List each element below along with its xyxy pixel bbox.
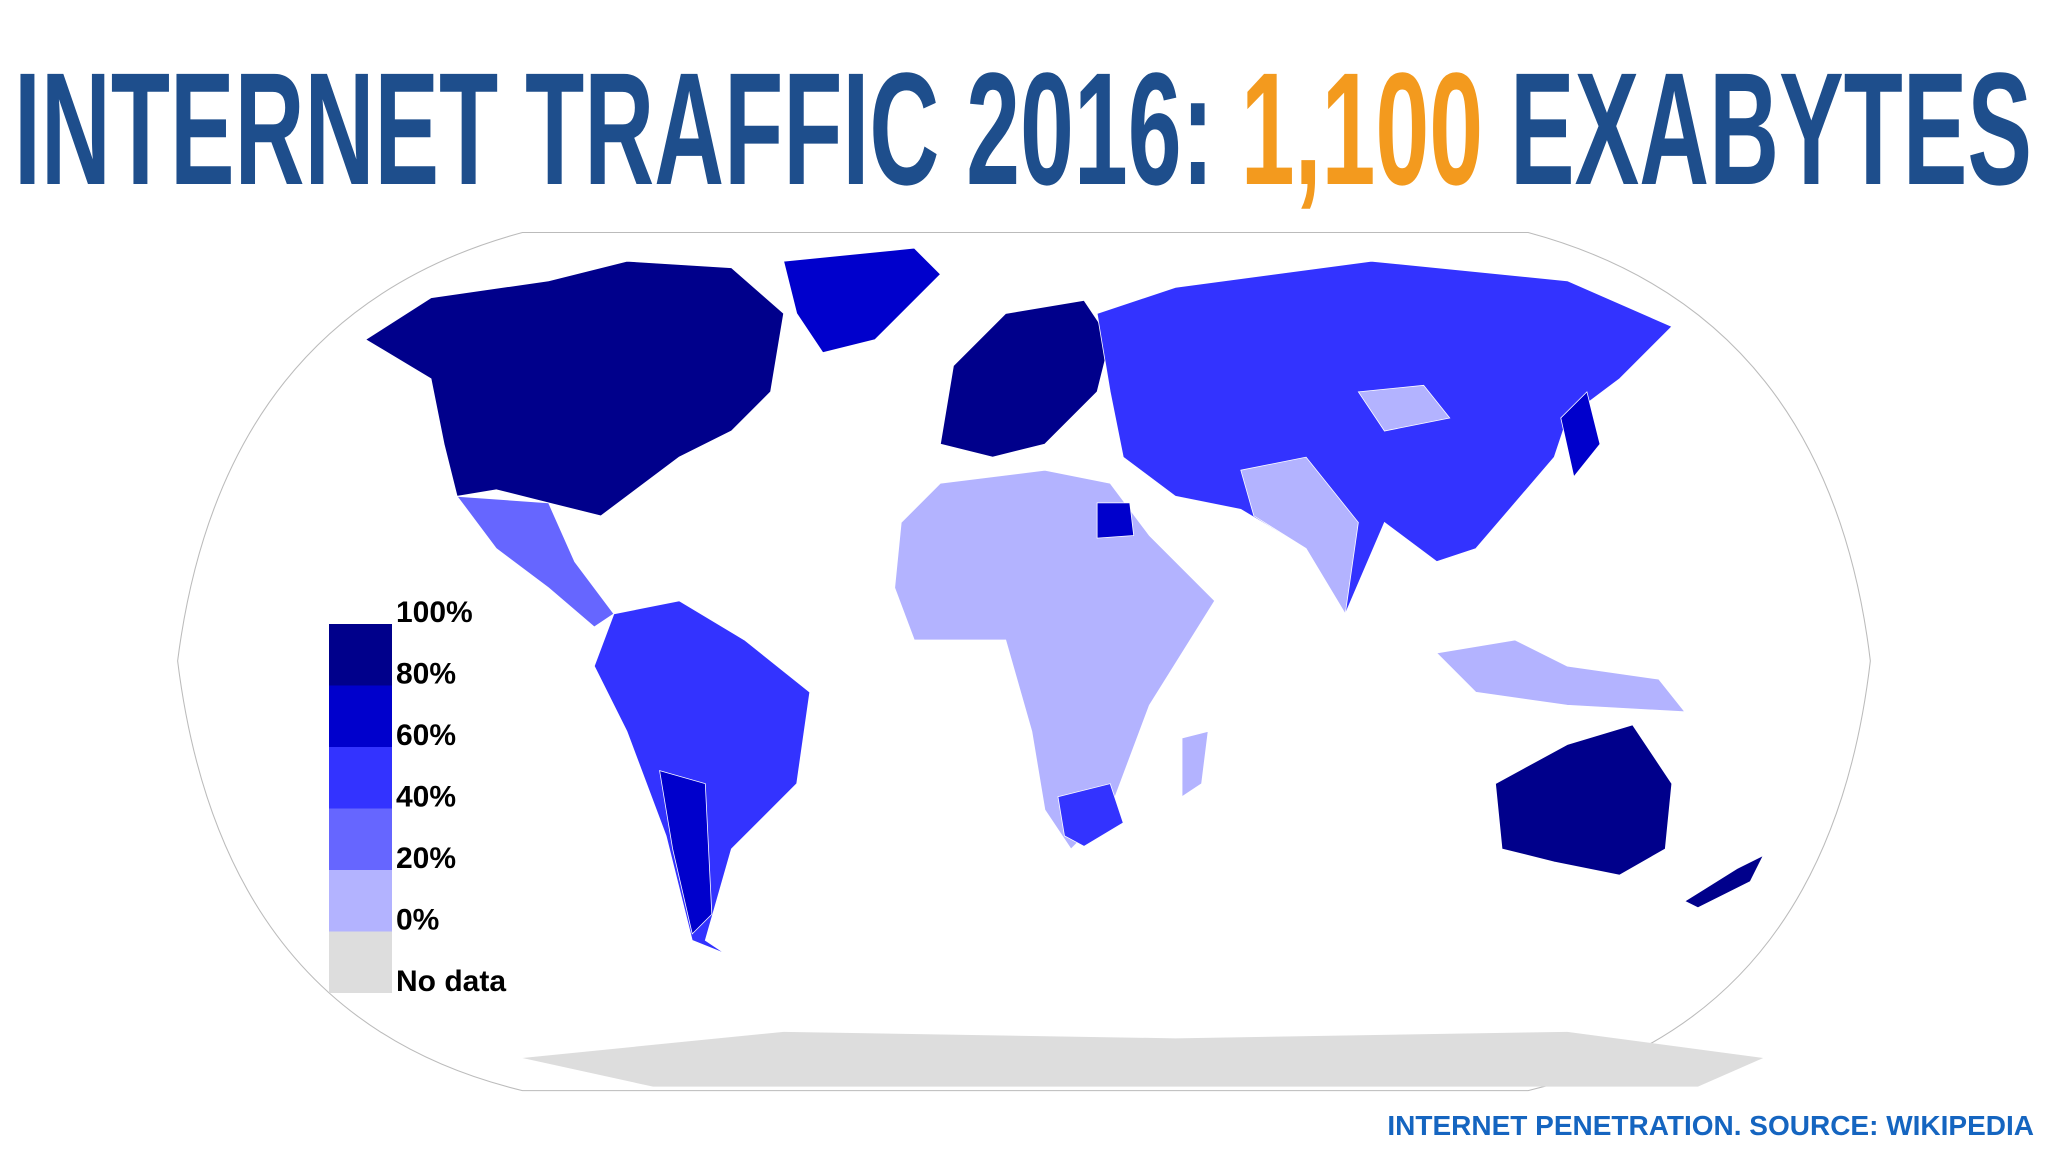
australia [1495, 724, 1673, 876]
legend-label: 40% [396, 780, 456, 813]
asia [1096, 260, 1673, 615]
legend-label: 60% [396, 719, 456, 752]
mongolia [1357, 384, 1451, 432]
headline-part: EXABYTES [1510, 39, 2032, 218]
legend-label: 0% [396, 903, 439, 936]
legend-swatch [329, 808, 392, 870]
greenland [783, 247, 941, 354]
world-map [177, 231, 1871, 1092]
new-zealand [1684, 854, 1765, 909]
legend-label: 20% [396, 842, 456, 875]
legend-swatch [329, 685, 392, 747]
headline: INTERNET TRAFFIC 2016: 1,100 EXABYTES [14, 39, 2032, 218]
madagascar [1181, 730, 1209, 798]
south-africa [1057, 783, 1124, 847]
japan [1560, 391, 1601, 478]
europe [939, 299, 1111, 458]
egypt [1096, 502, 1135, 539]
legend: 100% 80% 60% 40% 20% 0% No data [329, 596, 506, 998]
argentina-chile [659, 770, 713, 935]
antarctica [522, 1031, 1764, 1087]
headline-part: INTERNET TRAFFIC 2016: [14, 39, 1214, 218]
islands [1435, 639, 1686, 713]
legend-label: No data [396, 965, 506, 998]
central-america [456, 495, 615, 628]
north-america [364, 260, 785, 517]
legend-label: 80% [396, 657, 456, 690]
source-note: INTERNET PENETRATION. SOURCE: WIKIPEDIA [1387, 1110, 2034, 1141]
headline-figure: 1,100 [1241, 39, 1483, 218]
south-america [593, 600, 811, 954]
legend-swatch [329, 624, 392, 686]
legend-label: 100% [396, 596, 473, 629]
legend-swatch [329, 747, 392, 809]
map-outline [177, 231, 1871, 1092]
legend-swatch [329, 931, 392, 993]
africa [894, 469, 1216, 850]
legend-swatch [329, 870, 392, 932]
south-asia [1240, 456, 1359, 616]
